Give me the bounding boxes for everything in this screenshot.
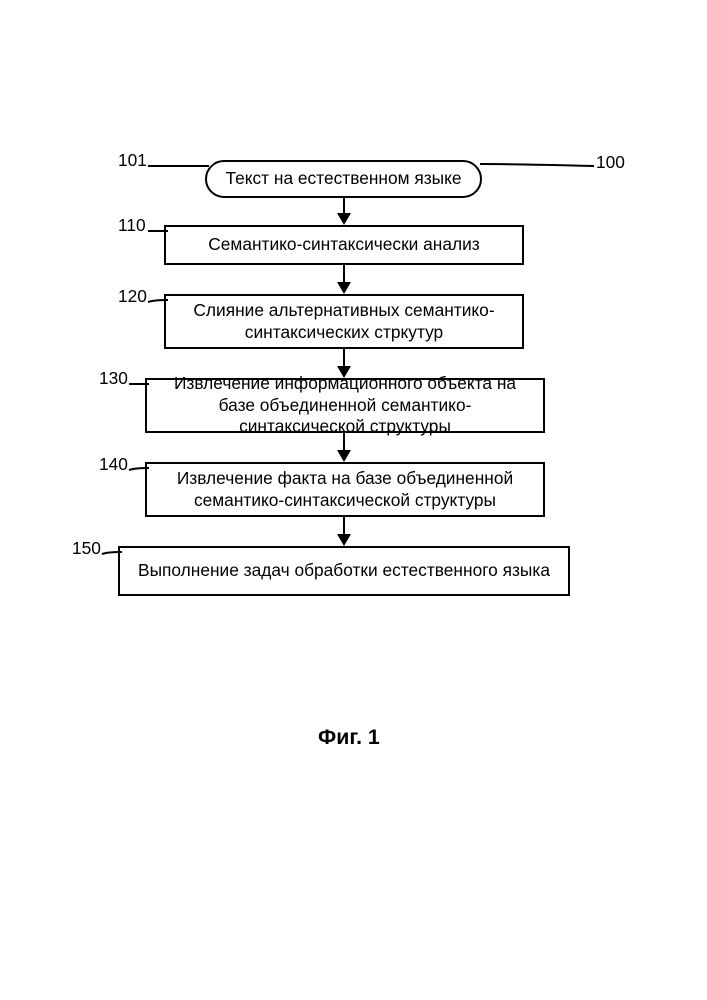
arrow-stem bbox=[343, 517, 345, 535]
ref-label-150: 150 bbox=[72, 538, 101, 559]
ref-label-140: 140 bbox=[99, 454, 128, 475]
arrow-head-icon bbox=[337, 534, 351, 546]
node-text: Семантико-синтаксически анализ bbox=[208, 234, 479, 256]
arrow-head-icon bbox=[337, 282, 351, 294]
lead-line bbox=[125, 380, 153, 388]
ref-label-130: 130 bbox=[99, 368, 128, 389]
arrow-stem bbox=[343, 433, 345, 451]
lead-line bbox=[98, 548, 126, 558]
flowchart-canvas: Текст на естественном языке Семантико-син… bbox=[0, 0, 707, 1000]
ref-label-100: 100 bbox=[596, 152, 625, 173]
arrow-head-icon bbox=[337, 213, 351, 225]
lead-line bbox=[125, 464, 153, 474]
node-text: Текст на естественном языке bbox=[225, 168, 461, 190]
ref-label-110: 110 bbox=[118, 215, 146, 236]
lead-line bbox=[144, 162, 213, 170]
flowchart-node-n110: Семантико-синтаксически анализ bbox=[164, 225, 524, 265]
figure-caption: Фиг. 1 bbox=[318, 725, 380, 750]
node-text: Выполнение задач обработки естественного… bbox=[138, 560, 550, 582]
node-text: Извлечение информационного объекта на ба… bbox=[157, 373, 533, 438]
ref-label-101: 101 bbox=[118, 150, 147, 171]
node-text: Слияние альтернативных семантико-синтакс… bbox=[176, 300, 512, 343]
ref-label-120: 120 bbox=[118, 286, 147, 307]
flowchart-node-n140: Извлечение факта на базе объединенной се… bbox=[145, 462, 545, 517]
flowchart-node-n120: Слияние альтернативных семантико-синтакс… bbox=[164, 294, 524, 349]
arrow-head-icon bbox=[337, 366, 351, 378]
arrow-stem bbox=[343, 349, 345, 367]
arrow-stem bbox=[343, 265, 345, 283]
lead-line bbox=[476, 160, 598, 170]
node-text: Извлечение факта на базе объединенной се… bbox=[157, 468, 533, 511]
flowchart-node-n101: Текст на естественном языке bbox=[205, 160, 482, 198]
lead-line bbox=[144, 296, 172, 306]
flowchart-node-n150: Выполнение задач обработки естественного… bbox=[118, 546, 570, 596]
flowchart-node-n130: Извлечение информационного объекта на ба… bbox=[145, 378, 545, 433]
arrow-head-icon bbox=[337, 450, 351, 462]
lead-line bbox=[144, 227, 172, 235]
arrow-stem bbox=[343, 198, 345, 214]
